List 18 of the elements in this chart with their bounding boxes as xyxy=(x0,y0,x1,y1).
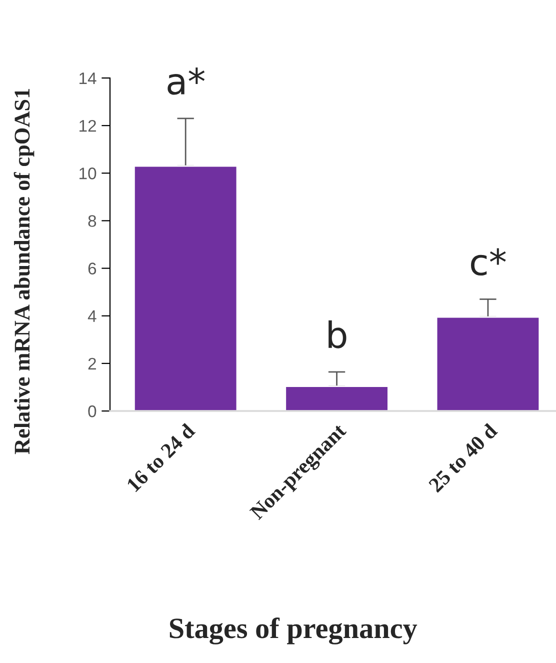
bar xyxy=(436,316,540,411)
annotation: c* xyxy=(471,248,506,276)
y-tick-label: 6 xyxy=(88,262,96,274)
bar xyxy=(284,386,389,411)
y-tick-label: 0 xyxy=(88,405,96,418)
y-tick-label: 10 xyxy=(80,168,96,180)
x-tick-label: 25 to 40 d xyxy=(428,422,498,493)
annotation: a* xyxy=(168,67,205,95)
y-tick-label: 12 xyxy=(80,120,96,132)
y-tick-label: 4 xyxy=(88,310,96,322)
y-axis-title: Relative mRNA abundance of cpOAS1 xyxy=(14,88,34,454)
x-axis-title: Stages of pregnancy xyxy=(170,617,418,644)
y-tick-label: 14 xyxy=(80,72,96,84)
annotation: b xyxy=(328,320,346,348)
bar xyxy=(133,165,238,411)
y-tick-label: 2 xyxy=(88,358,96,370)
y-tick-label: 8 xyxy=(88,215,96,227)
x-tick-label: 16 to 24 d xyxy=(126,422,196,492)
